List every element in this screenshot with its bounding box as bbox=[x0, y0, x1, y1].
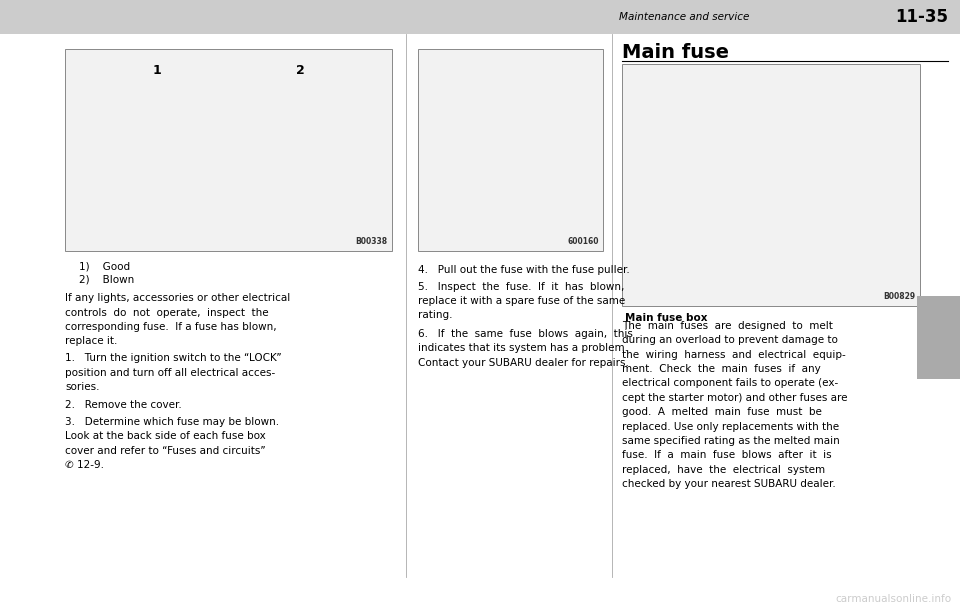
Bar bbox=[65, 49, 392, 251]
Text: 2: 2 bbox=[296, 64, 304, 77]
Text: 1.   Turn the ignition switch to the “LOCK”
position and turn off all electrical: 1. Turn the ignition switch to the “LOCK… bbox=[65, 353, 282, 392]
Bar bbox=[0, 0, 960, 34]
Text: The  main  fuses  are  designed  to  melt
during an overload to prevent damage t: The main fuses are designed to melt duri… bbox=[622, 321, 848, 489]
Text: If any lights, accessories or other electrical
controls  do  not  operate,  insp: If any lights, accessories or other elec… bbox=[65, 293, 291, 346]
Text: carmanualsonline.info: carmanualsonline.info bbox=[835, 594, 951, 604]
Bar bbox=[917, 296, 960, 379]
Text: 3.   Determine which fuse may be blown.
Look at the back side of each fuse box
c: 3. Determine which fuse may be blown. Lo… bbox=[65, 417, 279, 470]
Bar bbox=[622, 64, 920, 306]
Text: Main fuse: Main fuse bbox=[622, 43, 729, 62]
Text: B00338: B00338 bbox=[356, 236, 388, 246]
Text: 5.   Inspect  the  fuse.  If  it  has  blown,
replace it with a spare fuse of th: 5. Inspect the fuse. If it has blown, re… bbox=[418, 282, 625, 321]
Text: 1: 1 bbox=[153, 64, 161, 77]
Text: Maintenance and service: Maintenance and service bbox=[619, 12, 750, 22]
Text: 6.   If  the  same  fuse  blows  again,  this
indicates that its system has a pr: 6. If the same fuse blows again, this in… bbox=[418, 329, 633, 368]
Text: 2)    Blown: 2) Blown bbox=[79, 275, 134, 285]
Text: B00829: B00829 bbox=[884, 291, 916, 301]
Bar bbox=[418, 49, 603, 251]
Text: 4.   Pull out the fuse with the fuse puller.: 4. Pull out the fuse with the fuse pulle… bbox=[418, 265, 630, 274]
Text: 11-35: 11-35 bbox=[896, 8, 948, 26]
Text: 600160: 600160 bbox=[567, 236, 599, 246]
Text: Main fuse box: Main fuse box bbox=[625, 313, 708, 323]
Text: 1)    Good: 1) Good bbox=[79, 262, 130, 271]
Text: 2.   Remove the cover.: 2. Remove the cover. bbox=[65, 400, 182, 410]
